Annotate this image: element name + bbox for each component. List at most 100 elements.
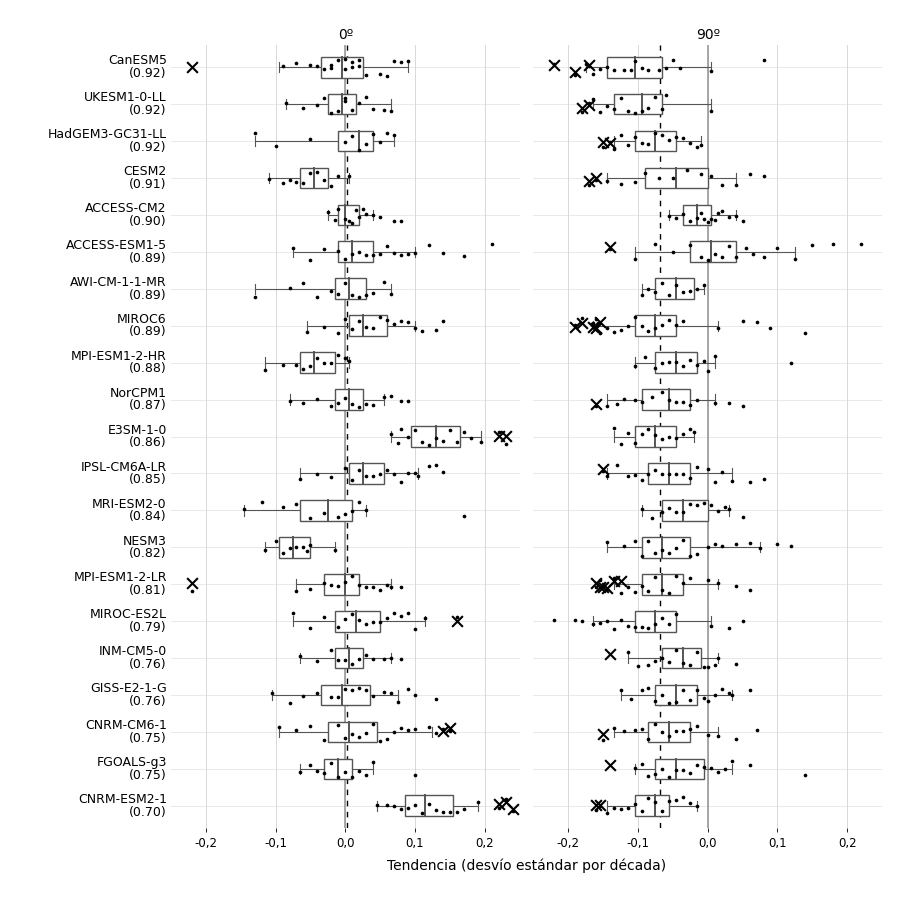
Point	[642, 658, 656, 672]
Point	[575, 105, 590, 120]
Point	[670, 430, 684, 445]
Point	[642, 791, 656, 806]
Point	[338, 461, 353, 475]
Point	[275, 500, 290, 515]
Point	[599, 99, 614, 113]
Point	[634, 135, 649, 149]
Bar	[655, 278, 694, 299]
Point	[279, 96, 293, 111]
Point	[700, 364, 715, 378]
Point	[742, 683, 757, 698]
Point	[345, 727, 359, 742]
Point	[310, 764, 325, 778]
Point	[292, 472, 307, 486]
Point	[317, 356, 331, 370]
Point	[655, 651, 670, 665]
Point	[722, 621, 736, 635]
Point	[484, 238, 499, 252]
Point	[289, 358, 303, 373]
Point	[711, 504, 725, 518]
Bar	[634, 796, 670, 816]
Point	[707, 349, 722, 364]
Point	[491, 425, 506, 439]
Point	[659, 61, 673, 76]
Point	[359, 90, 374, 104]
Point	[296, 689, 310, 704]
Point	[310, 686, 325, 700]
Point	[596, 726, 610, 741]
Bar	[349, 315, 387, 336]
Point	[642, 282, 656, 296]
Point	[296, 540, 310, 554]
Point	[450, 614, 464, 628]
Point	[342, 214, 356, 229]
Point	[428, 457, 443, 472]
Point	[603, 758, 617, 772]
Point	[704, 761, 718, 776]
Point	[324, 61, 338, 76]
Point	[670, 724, 684, 739]
Point	[683, 692, 698, 706]
Point	[750, 723, 764, 737]
Point	[450, 610, 464, 625]
Point	[627, 251, 642, 266]
Point	[317, 506, 331, 520]
Bar	[634, 130, 677, 151]
Point	[616, 724, 631, 738]
Point	[634, 61, 649, 76]
Point	[400, 429, 415, 444]
Point	[380, 797, 394, 812]
Point	[303, 132, 318, 147]
Point	[648, 795, 662, 809]
Point	[599, 399, 614, 413]
Point	[324, 356, 338, 371]
Point	[627, 723, 642, 737]
Point	[644, 390, 659, 404]
Point	[662, 696, 677, 710]
Point	[582, 98, 597, 112]
Point	[607, 801, 621, 815]
Point	[338, 312, 353, 327]
Point	[752, 541, 767, 555]
Point	[366, 755, 381, 770]
Point	[655, 128, 670, 142]
Point	[387, 724, 401, 739]
Point	[338, 351, 353, 365]
Point	[394, 214, 409, 229]
Point	[331, 202, 346, 216]
Point	[275, 357, 290, 372]
Point	[763, 320, 778, 335]
Point	[391, 695, 405, 709]
Point	[579, 57, 593, 71]
Point	[547, 58, 562, 72]
Point	[707, 536, 722, 551]
Point	[499, 792, 513, 806]
Point	[592, 104, 607, 119]
Point	[352, 680, 366, 695]
Point	[756, 250, 770, 265]
Point	[338, 212, 353, 226]
Point	[642, 733, 656, 747]
Point	[589, 321, 603, 336]
Point	[704, 64, 718, 78]
Point	[342, 354, 356, 368]
Point	[418, 611, 433, 625]
Point	[317, 61, 331, 76]
Point	[599, 60, 614, 75]
Point	[436, 724, 450, 738]
Point	[184, 584, 199, 598]
Point	[331, 509, 346, 524]
Point	[742, 759, 757, 773]
Point	[607, 325, 621, 339]
Point	[620, 618, 634, 633]
Point	[383, 104, 398, 118]
Point	[627, 54, 642, 68]
Point	[324, 284, 338, 298]
Point	[614, 801, 628, 815]
Point	[575, 316, 590, 330]
Point	[707, 212, 722, 227]
Point	[683, 722, 698, 736]
Point	[634, 394, 649, 409]
Point	[599, 174, 614, 188]
Point	[683, 136, 698, 150]
